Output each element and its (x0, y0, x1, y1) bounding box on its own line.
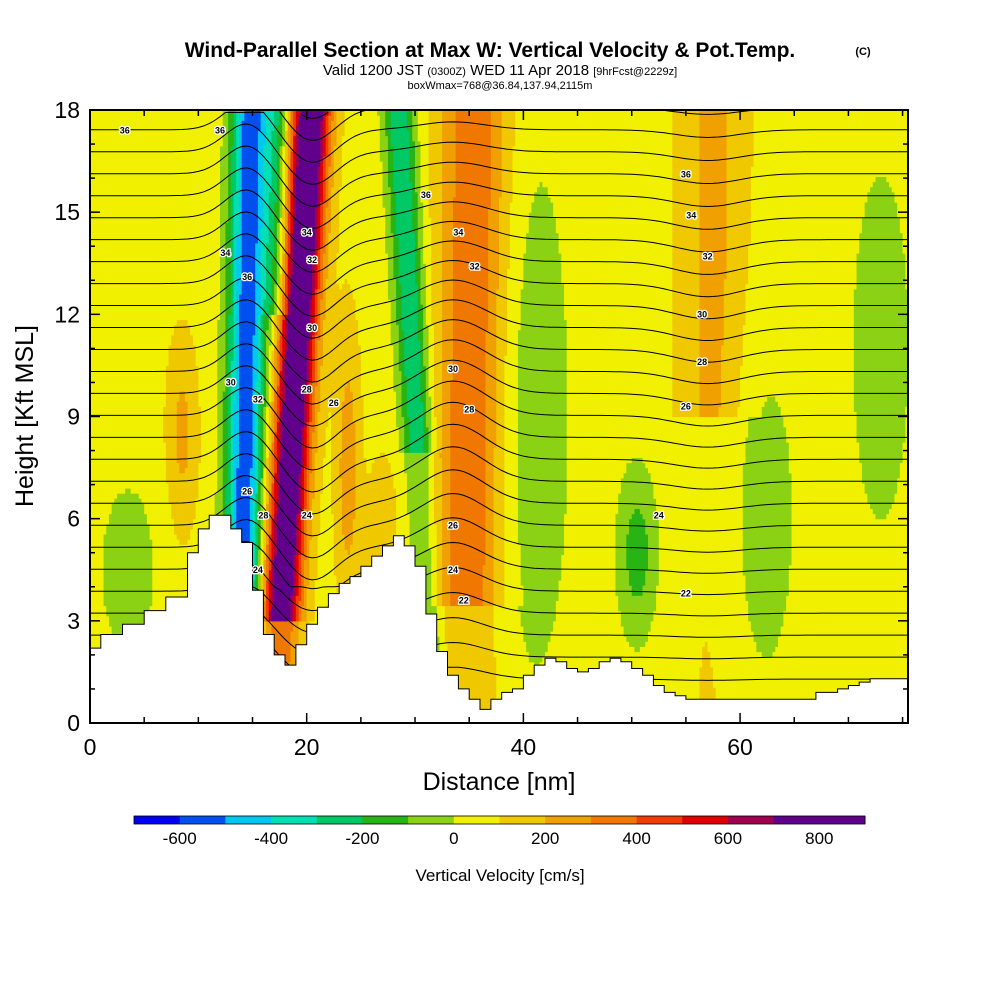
subtitle-utc: (0300Z) (427, 66, 466, 78)
chart-title: Wind-Parallel Section at Max W: Vertical… (185, 39, 796, 62)
chart-subtitle: Valid 1200 JST (0300Z) WED 11 Apr 2018 [… (323, 62, 677, 79)
plot-area (90, 110, 909, 725)
chart-subtitle-box: boxWmax=768@36.84,137.94,2115m (408, 80, 593, 92)
chart-title-copyright: (C) (855, 46, 871, 58)
subtitle-fcst: [9hrFcst@2229z] (593, 66, 677, 78)
subtitle-valid: Valid 1200 JST (323, 62, 423, 79)
subtitle-date: WED 11 Apr 2018 (470, 62, 589, 79)
